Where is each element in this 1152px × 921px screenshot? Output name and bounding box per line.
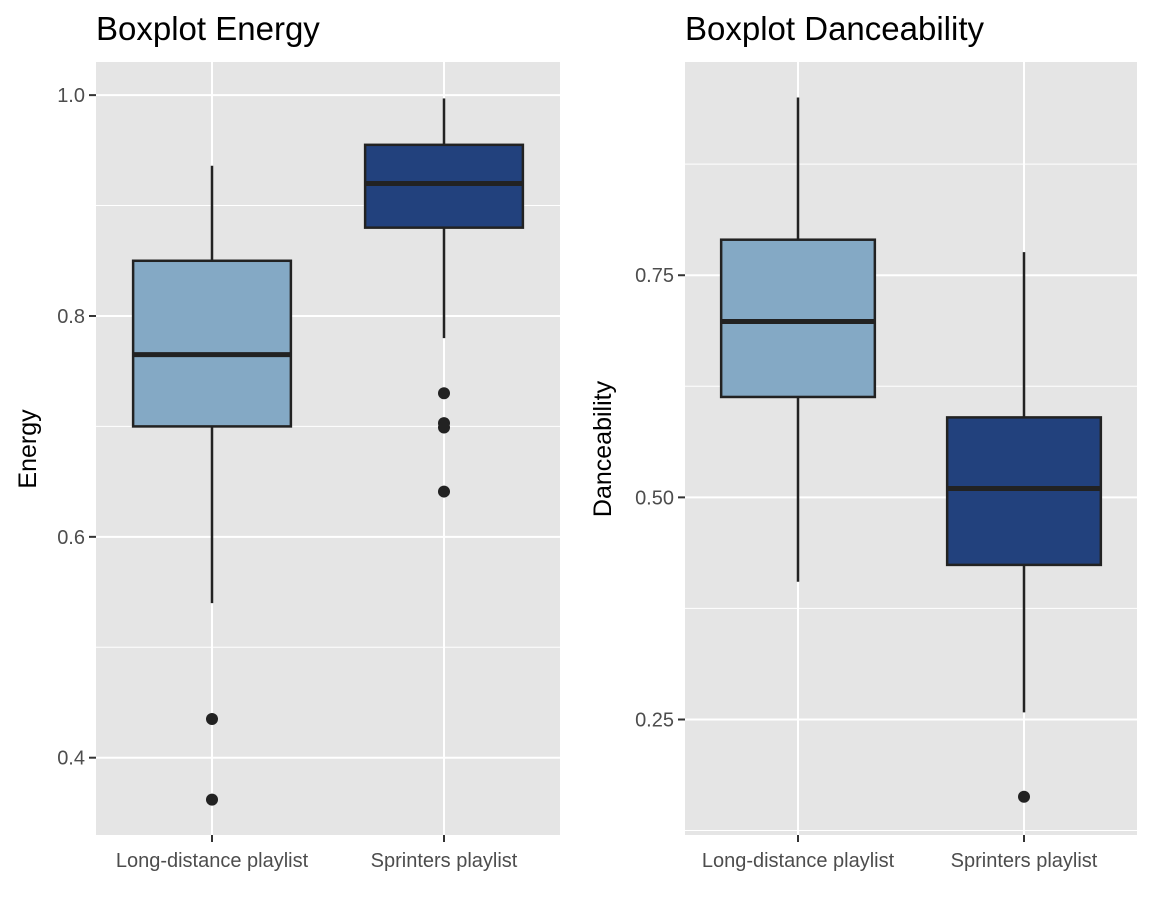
outlier-point — [206, 793, 218, 806]
chart-panel-2: 0.25 0.50 0.75 Long-distance playlist Sprint… — [589, 10, 1137, 872]
y-tick-label: 0.8 — [57, 306, 85, 328]
box-iqr — [131, 259, 293, 428]
box-2 — [363, 98, 525, 498]
box-1 — [719, 97, 877, 582]
y-tick-label: 0.25 — [635, 709, 674, 731]
chart-panel-1: 0.4 0.6 0.8 1.0 Long-distance playlist Sprint… — [14, 10, 560, 872]
outlier-point — [1018, 790, 1030, 803]
y-tick-label: 1.0 — [57, 85, 85, 107]
box-2 — [945, 252, 1103, 803]
x-tick-label: Sprinters playlist — [951, 850, 1098, 872]
outlier-point — [438, 421, 450, 434]
x-tick-label: Sprinters playlist — [371, 850, 518, 872]
y-tick-label: 0.75 — [635, 265, 674, 287]
y-tick-label: 0.50 — [635, 487, 674, 509]
outlier-point — [438, 485, 450, 498]
y-axis-label: Energy — [14, 409, 42, 489]
box-iqr — [363, 143, 525, 229]
chart-title: Boxplot Danceability — [685, 10, 984, 47]
y-tick-label: 0.4 — [57, 748, 85, 770]
box-iqr — [719, 238, 877, 399]
outlier-point — [438, 387, 450, 400]
chart-title: Boxplot Energy — [96, 10, 320, 47]
outlier-point — [206, 713, 218, 726]
y-axis-label: Danceability — [589, 380, 617, 517]
box-1 — [131, 165, 293, 806]
x-tick-label: Long-distance playlist — [702, 850, 895, 872]
box-iqr — [945, 416, 1103, 567]
y-tick-label: 0.6 — [57, 527, 85, 549]
x-tick-label: Long-distance playlist — [116, 850, 309, 872]
